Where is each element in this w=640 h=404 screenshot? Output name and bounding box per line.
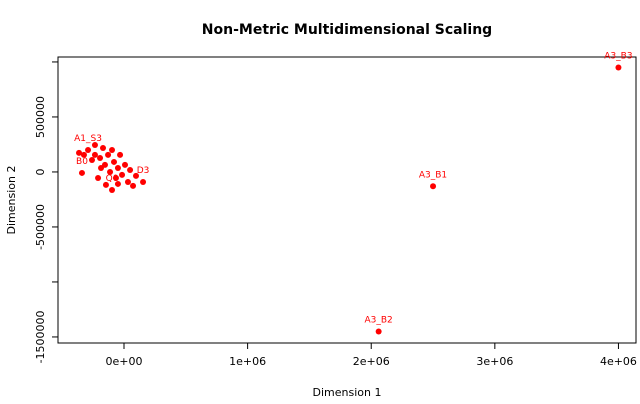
point (117, 151, 124, 158)
point (124, 178, 131, 185)
point-label: A3_B2 (364, 315, 392, 325)
point (112, 175, 119, 181)
point (110, 158, 117, 165)
point (114, 180, 121, 187)
x-tick-label: 1e+06 (229, 355, 266, 368)
point (85, 146, 92, 153)
point (91, 142, 98, 148)
point (132, 172, 139, 179)
point (95, 175, 102, 181)
point (105, 151, 112, 158)
point (102, 181, 109, 188)
x-tick-label: 2e+06 (353, 355, 390, 368)
point (130, 182, 137, 189)
point-label: A1_S3 (74, 134, 102, 144)
point (88, 156, 95, 163)
point-label: A3_B1 (419, 170, 447, 180)
point (78, 169, 85, 176)
point-label: Q0 (106, 174, 119, 184)
point (107, 168, 114, 175)
x-tick-label: 4e+06 (600, 355, 637, 368)
point (430, 183, 437, 190)
point (80, 151, 87, 158)
point (91, 151, 98, 158)
point-label: B0 (76, 157, 88, 167)
point (76, 149, 83, 156)
x-tick-label: 0e+00 (106, 355, 143, 368)
y-tick-label: -500000 (34, 204, 47, 250)
point (127, 166, 134, 173)
point (375, 328, 382, 335)
point (615, 64, 622, 71)
x-tick-label: 3e+06 (476, 355, 513, 368)
point (109, 186, 116, 193)
point (114, 164, 121, 171)
y-tick-label: 500000 (34, 96, 47, 138)
point-label: D3 (137, 166, 150, 176)
y-tick-label: 0 (34, 168, 47, 175)
point (140, 178, 147, 185)
y-axis-label: Dimension 2 (5, 166, 18, 235)
point (109, 146, 116, 153)
point (98, 164, 105, 171)
chart-title: Non-Metric Multidimensional Scaling (202, 22, 492, 38)
y-tick-label: -1500000 (34, 310, 47, 363)
x-axis-label: Dimension 1 (313, 386, 382, 399)
point (99, 144, 106, 151)
point (119, 171, 126, 178)
point (121, 161, 128, 168)
plot-box (57, 56, 637, 344)
point-label: A3_B3 (604, 51, 632, 61)
point (97, 154, 104, 161)
